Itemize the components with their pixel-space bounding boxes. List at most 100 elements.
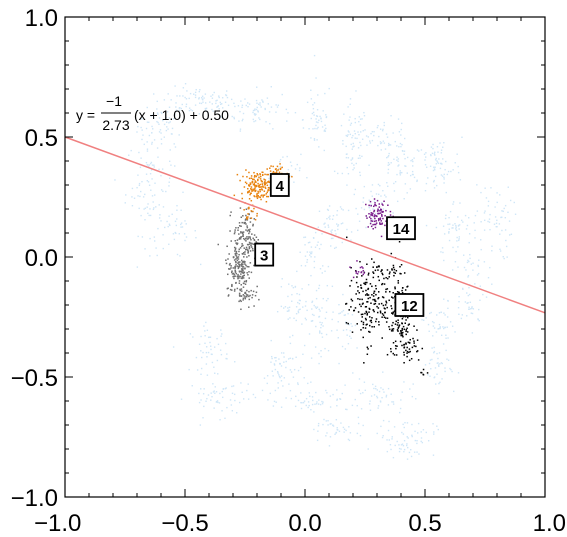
background-point — [412, 160, 414, 163]
background-point — [438, 352, 441, 354]
background-point — [188, 97, 190, 100]
background-point — [443, 173, 445, 176]
background-point — [398, 447, 401, 450]
background-point — [363, 185, 366, 188]
background-point — [200, 388, 202, 390]
background-point — [307, 401, 310, 403]
background-point — [341, 172, 344, 175]
background-point — [454, 223, 456, 225]
background-point — [274, 357, 276, 359]
background-point — [175, 106, 177, 108]
background-point — [449, 321, 452, 323]
background-point — [287, 112, 289, 114]
cluster-4-point — [250, 186, 253, 188]
background-point — [304, 265, 307, 267]
background-point — [463, 266, 466, 269]
background-point — [397, 118, 400, 120]
background-point — [305, 319, 307, 321]
background-point — [329, 215, 331, 217]
cluster-4-point — [246, 176, 248, 178]
background-point — [151, 141, 153, 144]
background-point — [350, 231, 353, 233]
background-point — [194, 91, 197, 94]
background-point — [180, 209, 182, 211]
background-point — [232, 385, 235, 387]
background-point — [447, 223, 449, 226]
background-point — [317, 94, 319, 96]
background-point — [417, 422, 420, 425]
background-point — [174, 165, 176, 167]
cluster-12-point — [401, 287, 404, 289]
background-point — [182, 87, 185, 89]
cluster-14-point — [374, 202, 376, 204]
cluster-12-point — [359, 260, 361, 263]
background-point — [358, 120, 360, 123]
background-point — [506, 256, 508, 258]
cluster-3-point — [233, 275, 235, 278]
cluster-12-point — [377, 296, 380, 299]
cluster-3-point — [238, 277, 240, 279]
background-point — [255, 113, 257, 116]
cluster-3-point — [238, 248, 241, 251]
background-point — [289, 342, 292, 345]
cluster-12-point — [363, 362, 365, 364]
background-point — [185, 105, 187, 108]
background-point — [168, 181, 170, 183]
background-point — [141, 118, 143, 120]
background-point — [403, 426, 405, 429]
cluster-4-point — [257, 182, 259, 185]
background-point — [297, 399, 300, 402]
background-point — [141, 180, 143, 183]
background-point — [188, 107, 191, 109]
background-point — [277, 104, 280, 106]
background-point — [217, 401, 219, 404]
cluster-12-point — [386, 317, 389, 319]
background-point — [336, 389, 338, 391]
background-point — [347, 312, 349, 315]
cluster-14-point — [381, 223, 383, 225]
cluster-3-point — [242, 270, 244, 272]
background-point — [306, 309, 308, 312]
cluster-4-point — [253, 174, 256, 177]
background-point — [318, 284, 321, 287]
background-point — [188, 368, 190, 371]
cluster-12-point — [374, 285, 377, 287]
background-point — [252, 109, 255, 112]
background-point — [368, 403, 371, 405]
background-point — [341, 241, 343, 244]
background-point — [342, 293, 344, 296]
background-point — [400, 444, 403, 446]
background-point — [434, 154, 436, 156]
background-point — [502, 210, 504, 213]
cluster-4-point — [252, 210, 254, 213]
background-point — [373, 134, 375, 137]
cluster-4-point — [241, 192, 243, 195]
cluster-12-point — [366, 313, 369, 315]
background-point — [432, 181, 435, 183]
cluster-3-point — [246, 226, 249, 229]
background-point — [275, 104, 277, 106]
cluster-3-point — [249, 243, 251, 245]
background-point — [288, 283, 290, 285]
cluster-4-point — [253, 176, 256, 178]
background-point — [425, 317, 427, 319]
background-point — [268, 111, 271, 113]
background-point — [443, 259, 445, 262]
background-point — [377, 183, 380, 186]
background-point — [201, 95, 204, 97]
background-point — [353, 145, 355, 147]
cluster-4-point — [255, 184, 258, 187]
cluster-4-point — [250, 217, 253, 219]
background-point — [194, 230, 196, 232]
background-point — [438, 312, 441, 314]
cluster-12-point — [402, 331, 404, 334]
background-point — [462, 254, 465, 256]
cluster-12-point — [396, 324, 399, 326]
background-point — [387, 156, 389, 158]
background-point — [435, 226, 438, 229]
background-point — [234, 399, 236, 402]
background-point — [376, 432, 378, 435]
cluster-12-point — [390, 252, 393, 255]
background-point — [260, 106, 262, 108]
